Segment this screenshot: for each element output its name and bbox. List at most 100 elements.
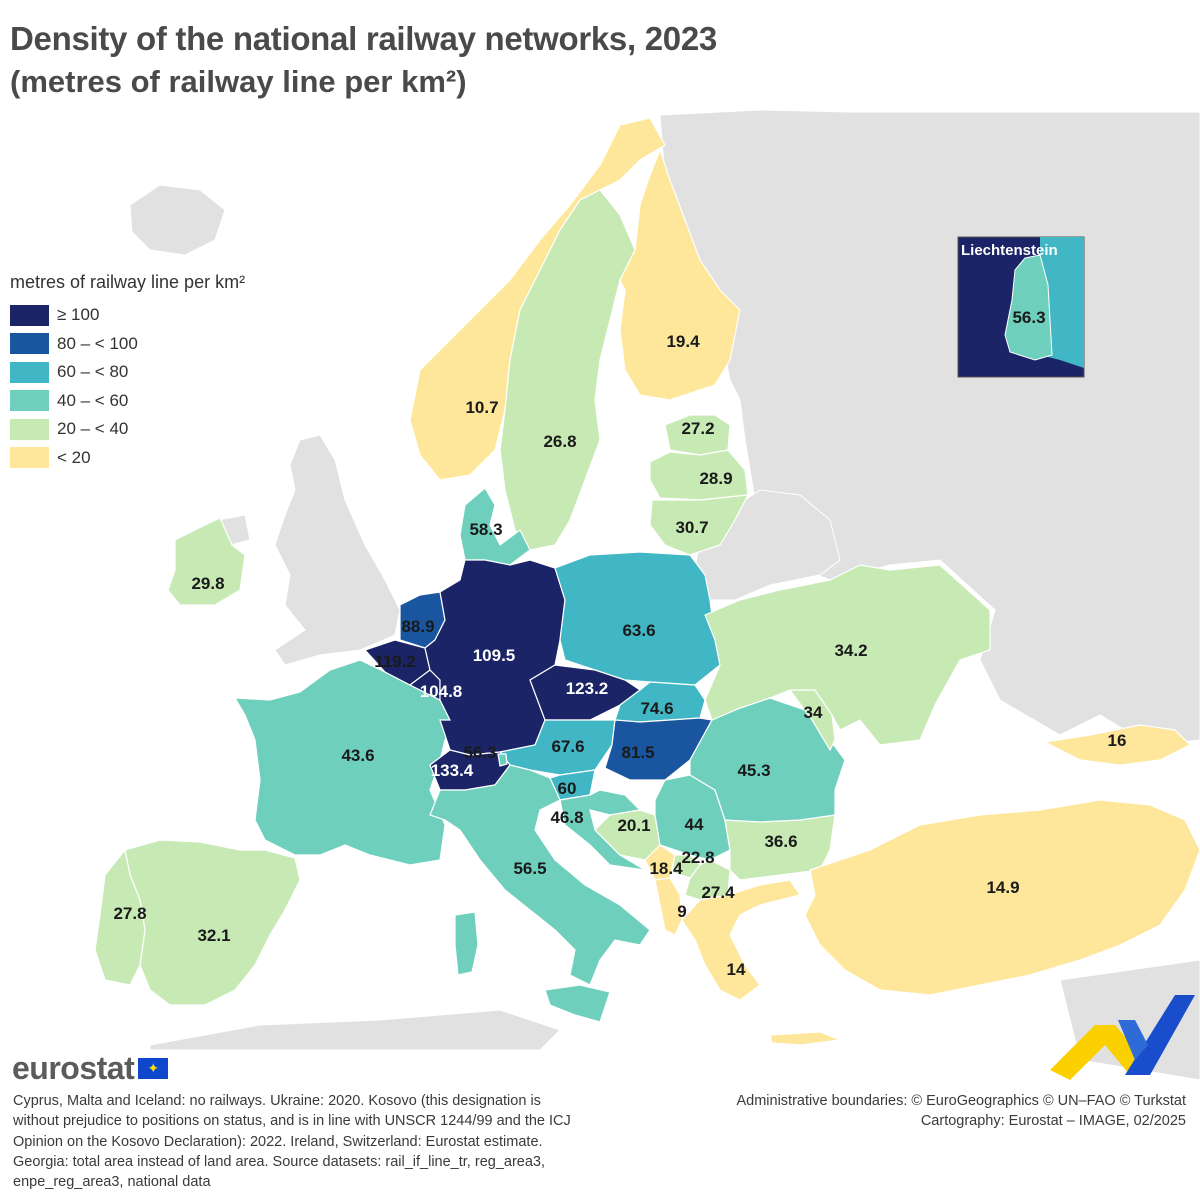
label-kosovo: 22.8 — [681, 848, 714, 867]
legend-label: ≥ 100 — [57, 305, 100, 325]
legend: metres of railway line per km² ≥ 100 80 … — [10, 272, 245, 472]
eurostat-logo: eurostat ✦ — [12, 1050, 169, 1087]
label-liechtenstein: 56.3 — [463, 743, 496, 762]
label-sweden: 26.8 — [543, 432, 576, 451]
country-ukraine — [704, 564, 991, 746]
inset-liechtenstein — [1004, 254, 1053, 361]
label-norway: 10.7 — [465, 398, 498, 417]
eurostat-wordmark: eurostat — [12, 1050, 135, 1086]
country-poland — [554, 551, 721, 686]
label-lithuania: 30.7 — [675, 518, 708, 537]
country-france — [233, 659, 451, 866]
label-turkiye: 14.9 — [986, 878, 1019, 897]
liechtenstein-inset: Liechtenstein 56.3 — [957, 236, 1085, 378]
legend-label: < 20 — [57, 447, 91, 467]
label-north-macedonia: 27.4 — [701, 883, 735, 902]
country-sweden — [499, 189, 636, 551]
country-estonia — [664, 414, 731, 456]
legend-swatch — [10, 447, 49, 469]
label-latvia: 28.9 — [699, 469, 732, 488]
legend-item: < 20 — [10, 444, 245, 473]
country-georgia — [1043, 724, 1192, 766]
label-ireland: 29.8 — [191, 574, 224, 593]
country-greece-crete — [769, 1031, 841, 1046]
land-iceland — [129, 184, 226, 256]
legend-label: 60 – < 80 — [57, 362, 129, 382]
label-slovakia: 74.6 — [640, 699, 673, 718]
land-great-britain — [274, 434, 401, 666]
label-spain: 32.1 — [197, 926, 230, 945]
label-romania: 45.3 — [737, 761, 770, 780]
page-title: Density of the national railway networks… — [10, 20, 717, 57]
country-turkiye — [804, 799, 1200, 996]
label-belgium: 119.2 — [374, 652, 416, 671]
label-netherlands: 88.9 — [401, 617, 434, 636]
country-lithuania — [649, 494, 750, 556]
credits-boundaries: Administrative boundaries: © EuroGeograp… — [736, 1093, 1186, 1109]
country-croatia — [559, 789, 646, 871]
label-france: 43.6 — [341, 746, 374, 765]
label-switzerland: 133.4 — [431, 761, 474, 780]
label-slovenia: 60 — [558, 779, 577, 798]
country-latvia — [649, 449, 749, 501]
label-austria: 67.6 — [551, 737, 584, 756]
label-serbia: 44 — [685, 815, 704, 834]
country-italy-sicily — [544, 984, 611, 1023]
legend-label: 40 – < 60 — [57, 390, 129, 410]
label-estonia: 27.2 — [681, 419, 714, 438]
legend-swatch — [10, 361, 49, 383]
label-albania: 9 — [677, 902, 686, 921]
label-ukraine: 34.2 — [834, 641, 867, 660]
label-poland: 63.6 — [622, 621, 655, 640]
legend-item: 80 – < 100 — [10, 330, 245, 359]
legend-item: ≥ 100 — [10, 301, 245, 330]
country-liechtenstein — [497, 753, 508, 767]
footnote: Cyprus, Malta and Iceland: no railways. … — [13, 1093, 571, 1191]
label-bosnia: 20.1 — [617, 816, 650, 835]
eurostat-corner-logo — [1050, 995, 1195, 1080]
label-georgia: 16 — [1108, 731, 1127, 750]
logo-yellow-shape — [1050, 1025, 1145, 1080]
label-luxembourg: 104.8 — [420, 682, 463, 701]
credits-cartography: Cartography: Eurostat – IMAGE, 02/2025 — [920, 1113, 1186, 1130]
legend-title: metres of railway line per km² — [10, 272, 246, 292]
label-croatia: 46.8 — [550, 808, 583, 827]
label-bulgaria: 36.6 — [764, 832, 797, 851]
label-moldova: 34 — [804, 703, 823, 722]
land-north-africa — [149, 1009, 561, 1051]
legend-swatch — [10, 418, 49, 440]
label-italy: 56.5 — [513, 859, 546, 878]
legend-label: 80 – < 100 — [57, 333, 138, 353]
credits: Administrative boundaries: © EuroGeograp… — [736, 1091, 1186, 1132]
inset-value: 56.3 — [1012, 308, 1045, 327]
country-north-macedonia — [684, 859, 731, 901]
label-greece: 14 — [727, 960, 746, 979]
logo-blue-shape-2 — [1118, 1020, 1148, 1060]
country-italy-sardinia — [454, 911, 479, 976]
eu-flag-icon: ✦ — [138, 1058, 169, 1079]
country-greece — [681, 879, 801, 1001]
country-spain — [124, 839, 301, 1006]
page-subtitle: (metres of railway line per km²) — [10, 64, 467, 99]
country-albania — [654, 877, 683, 936]
legend-item: 60 – < 80 — [10, 358, 245, 387]
country-finland — [619, 148, 741, 401]
legend-swatch — [10, 333, 49, 355]
legend-swatch — [10, 390, 49, 412]
label-germany: 109.5 — [473, 646, 516, 665]
country-denmark — [459, 487, 531, 566]
inset-title: Liechtenstein — [961, 242, 1058, 259]
country-italy — [429, 764, 651, 986]
label-portugal: 27.8 — [113, 904, 146, 923]
label-czechia: 123.2 — [566, 679, 609, 698]
countries — [94, 117, 1200, 1046]
country-portugal — [94, 848, 146, 986]
label-montenegro: 18.4 — [649, 859, 683, 878]
legend-swatch — [10, 304, 49, 326]
value-labels: 10.7 26.8 19.4 27.2 28.9 30.7 58.3 29.8 … — [113, 332, 1126, 979]
country-ireland — [167, 517, 246, 606]
label-denmark: 58.3 — [469, 520, 502, 539]
legend-item: 20 – < 40 — [10, 415, 245, 444]
logo-blue-shape — [1125, 995, 1195, 1075]
